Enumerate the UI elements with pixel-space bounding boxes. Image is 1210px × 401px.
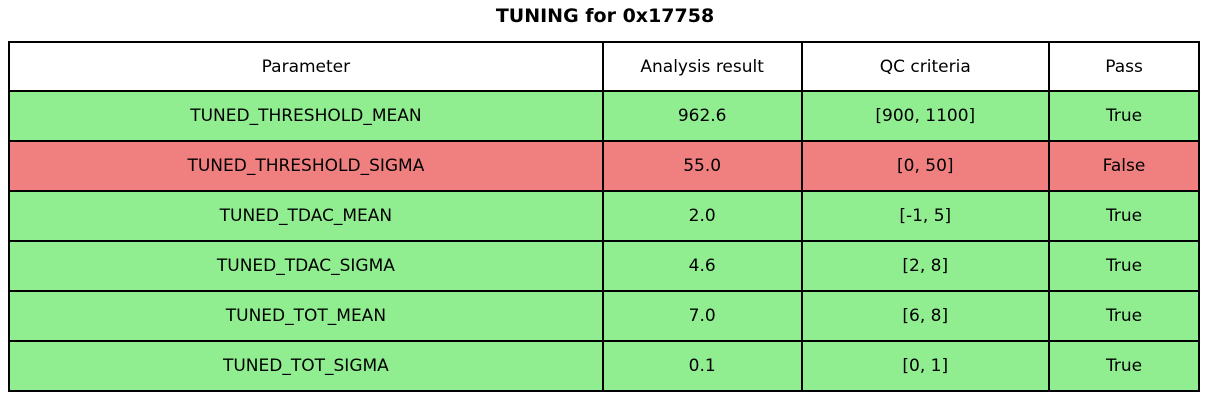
cell-pass: True (1048, 240, 1200, 292)
cell-parameter: TUNED_THRESHOLD_MEAN (8, 90, 604, 142)
table-row: TUNED_TOT_MEAN 7.0 [6, 8] True (8, 290, 1200, 342)
table-row: TUNED_THRESHOLD_SIGMA 55.0 [0, 50] False (8, 140, 1200, 192)
cell-pass: True (1048, 90, 1200, 142)
cell-pass: True (1048, 190, 1200, 242)
qc-results-table: Parameter Analysis result QC criteria Pass … (8, 41, 1200, 392)
cell-parameter: TUNED_TDAC_MEAN (8, 190, 604, 242)
page-title: TUNING for 0x17758 (495, 5, 715, 27)
cell-qc-criteria: [2, 8] (800, 240, 1051, 292)
cell-analysis-result: 55.0 (601, 140, 803, 192)
cell-qc-criteria: [-1, 5] (800, 190, 1051, 242)
cell-analysis-result: 962.6 (601, 90, 803, 142)
cell-analysis-result: 2.0 (601, 190, 803, 242)
cell-pass: False (1048, 140, 1200, 192)
table-row: TUNED_THRESHOLD_MEAN 962.6 [900, 1100] True (8, 90, 1200, 142)
column-header-qc-criteria: QC criteria (800, 41, 1051, 92)
table-body: TUNED_THRESHOLD_MEAN 962.6 [900, 1100] True… (8, 90, 1200, 392)
table-header: Parameter Analysis result QC criteria Pass (8, 41, 1200, 92)
table-row: TUNED_TDAC_MEAN 2.0 [-1, 5] True (8, 190, 1200, 242)
cell-qc-criteria: [900, 1100] (800, 90, 1051, 142)
cell-analysis-result: 7.0 (601, 290, 803, 342)
column-header-analysis-result: Analysis result (601, 41, 803, 92)
cell-parameter: TUNED_THRESHOLD_SIGMA (8, 140, 604, 192)
cell-qc-criteria: [0, 1] (800, 340, 1051, 392)
column-header-pass: Pass (1048, 41, 1200, 92)
cell-pass: True (1048, 340, 1200, 392)
cell-parameter: TUNED_TOT_MEAN (8, 290, 604, 342)
cell-parameter: TUNED_TDAC_SIGMA (8, 240, 604, 292)
cell-pass: True (1048, 290, 1200, 342)
table-row: TUNED_TDAC_SIGMA 4.6 [2, 8] True (8, 240, 1200, 292)
column-header-parameter: Parameter (8, 41, 604, 92)
table-row: TUNED_TOT_SIGMA 0.1 [0, 1] True (8, 340, 1200, 392)
cell-analysis-result: 4.6 (601, 240, 803, 292)
cell-qc-criteria: [0, 50] (800, 140, 1051, 192)
cell-parameter: TUNED_TOT_SIGMA (8, 340, 604, 392)
cell-qc-criteria: [6, 8] (800, 290, 1051, 342)
cell-analysis-result: 0.1 (601, 340, 803, 392)
header-row: Parameter Analysis result QC criteria Pass (8, 41, 1200, 92)
